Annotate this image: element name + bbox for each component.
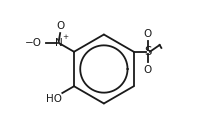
Text: −O: −O — [25, 38, 42, 48]
Text: O: O — [56, 21, 64, 31]
Text: HO: HO — [46, 94, 62, 104]
Text: S: S — [144, 45, 152, 58]
Text: N: N — [55, 38, 63, 48]
Text: O: O — [144, 65, 152, 75]
Text: +: + — [62, 34, 68, 40]
Text: O: O — [144, 29, 152, 39]
